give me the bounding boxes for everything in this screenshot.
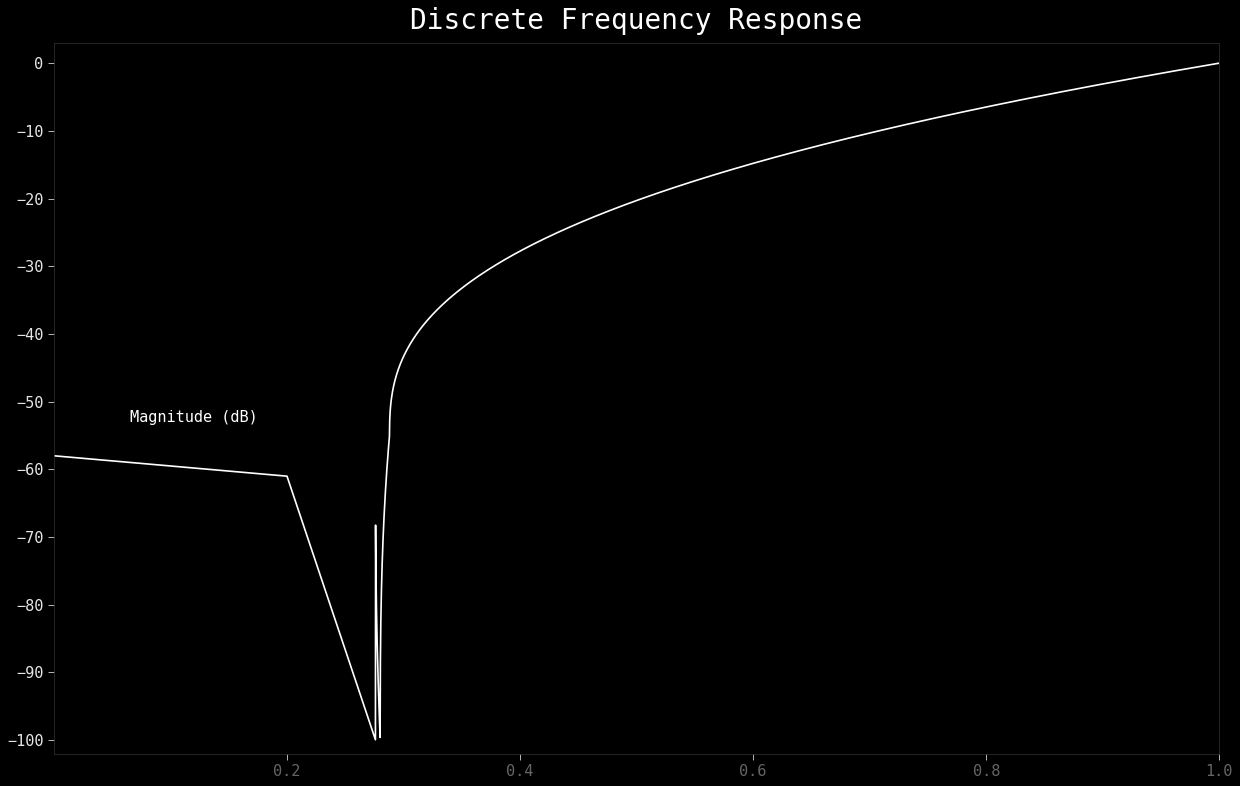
Title: Discrete Frequency Response: Discrete Frequency Response xyxy=(410,7,863,35)
Text: Magnitude (dB): Magnitude (dB) xyxy=(130,410,258,425)
